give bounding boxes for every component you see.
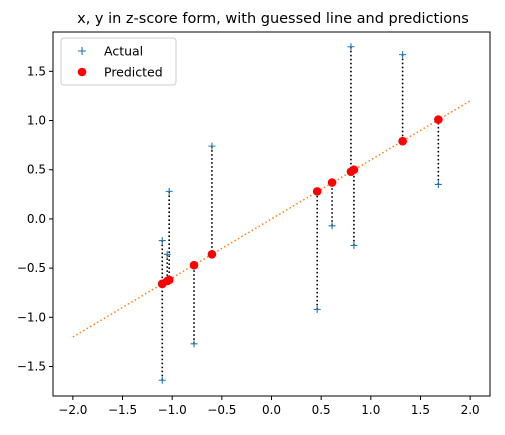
actual-point (165, 187, 173, 195)
legend-predicted-marker (77, 67, 87, 77)
x-tick-label: −2.0 (58, 403, 87, 417)
actual-point (434, 180, 442, 188)
actual-point (350, 241, 358, 249)
guessed-line (72, 100, 471, 338)
predicted-point (164, 275, 174, 285)
chart-title: x, y in z-score form, with guessed line … (77, 11, 469, 27)
x-tick-label: 1.5 (411, 403, 430, 417)
axis-ticks: −2.0 −1.5 −1.0 −0.5 0.0 0.5 1.0 1.5 2.0 −1.5 −1.0 −… (17, 64, 480, 417)
predicted-point (398, 136, 407, 146)
plot-area (72, 43, 471, 384)
predicted-point (349, 165, 359, 175)
legend-actual-label: Actual (104, 44, 143, 59)
actual-point (208, 142, 216, 150)
actual-point (399, 51, 407, 59)
legend: Actual Predicted (60, 37, 177, 86)
y-tick-label: 1.0 (27, 114, 46, 128)
y-tick-label: −0.5 (17, 261, 46, 275)
legend-predicted-label: Predicted (104, 65, 163, 80)
legend-box (60, 37, 177, 86)
actual-point (190, 340, 198, 348)
predicted-point (327, 178, 337, 187)
x-tick-label: 1.0 (361, 403, 380, 417)
y-tick-label: 0.5 (27, 163, 46, 177)
x-tick-label: 2.0 (461, 403, 480, 417)
actual-point (158, 376, 166, 384)
y-tick-label: −1.0 (17, 310, 46, 324)
actual-point (313, 305, 321, 313)
predicted-point (207, 250, 217, 259)
actual-point (347, 43, 355, 51)
x-tick-label: 0.5 (312, 403, 331, 417)
y-tick-label: −1.5 (17, 359, 46, 373)
actual-point (158, 237, 166, 245)
predicted-point (312, 187, 322, 196)
x-tick-label: −1.5 (108, 403, 137, 417)
x-tick-label: −1.0 (158, 403, 187, 417)
axes-frame (52, 31, 491, 397)
legend-actual-marker (78, 47, 86, 55)
predicted-point (189, 260, 199, 270)
predicted-point (434, 115, 443, 124)
actual-point (328, 222, 336, 230)
actual-point (163, 250, 171, 258)
y-tick-label: 0.0 (27, 212, 46, 226)
y-tick-label: 1.5 (27, 64, 46, 78)
x-tick-label: −0.5 (207, 403, 236, 417)
x-tick-label: 0.0 (262, 403, 281, 417)
